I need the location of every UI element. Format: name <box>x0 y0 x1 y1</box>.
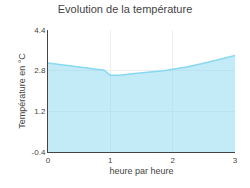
svg-text:1: 1 <box>108 156 113 165</box>
svg-text:4.4: 4.4 <box>34 26 46 35</box>
svg-text:0: 0 <box>46 156 51 165</box>
svg-text:Evolution de la température: Evolution de la température <box>58 3 193 15</box>
svg-text:2.8: 2.8 <box>34 66 46 75</box>
svg-text:Température en °C: Température en °C <box>17 53 27 129</box>
svg-text:3: 3 <box>233 156 238 165</box>
svg-text:heure par heure: heure par heure <box>109 166 173 176</box>
svg-text:1.2: 1.2 <box>34 107 46 116</box>
svg-text:-0.4: -0.4 <box>32 148 46 157</box>
svg-text:2: 2 <box>170 156 175 165</box>
